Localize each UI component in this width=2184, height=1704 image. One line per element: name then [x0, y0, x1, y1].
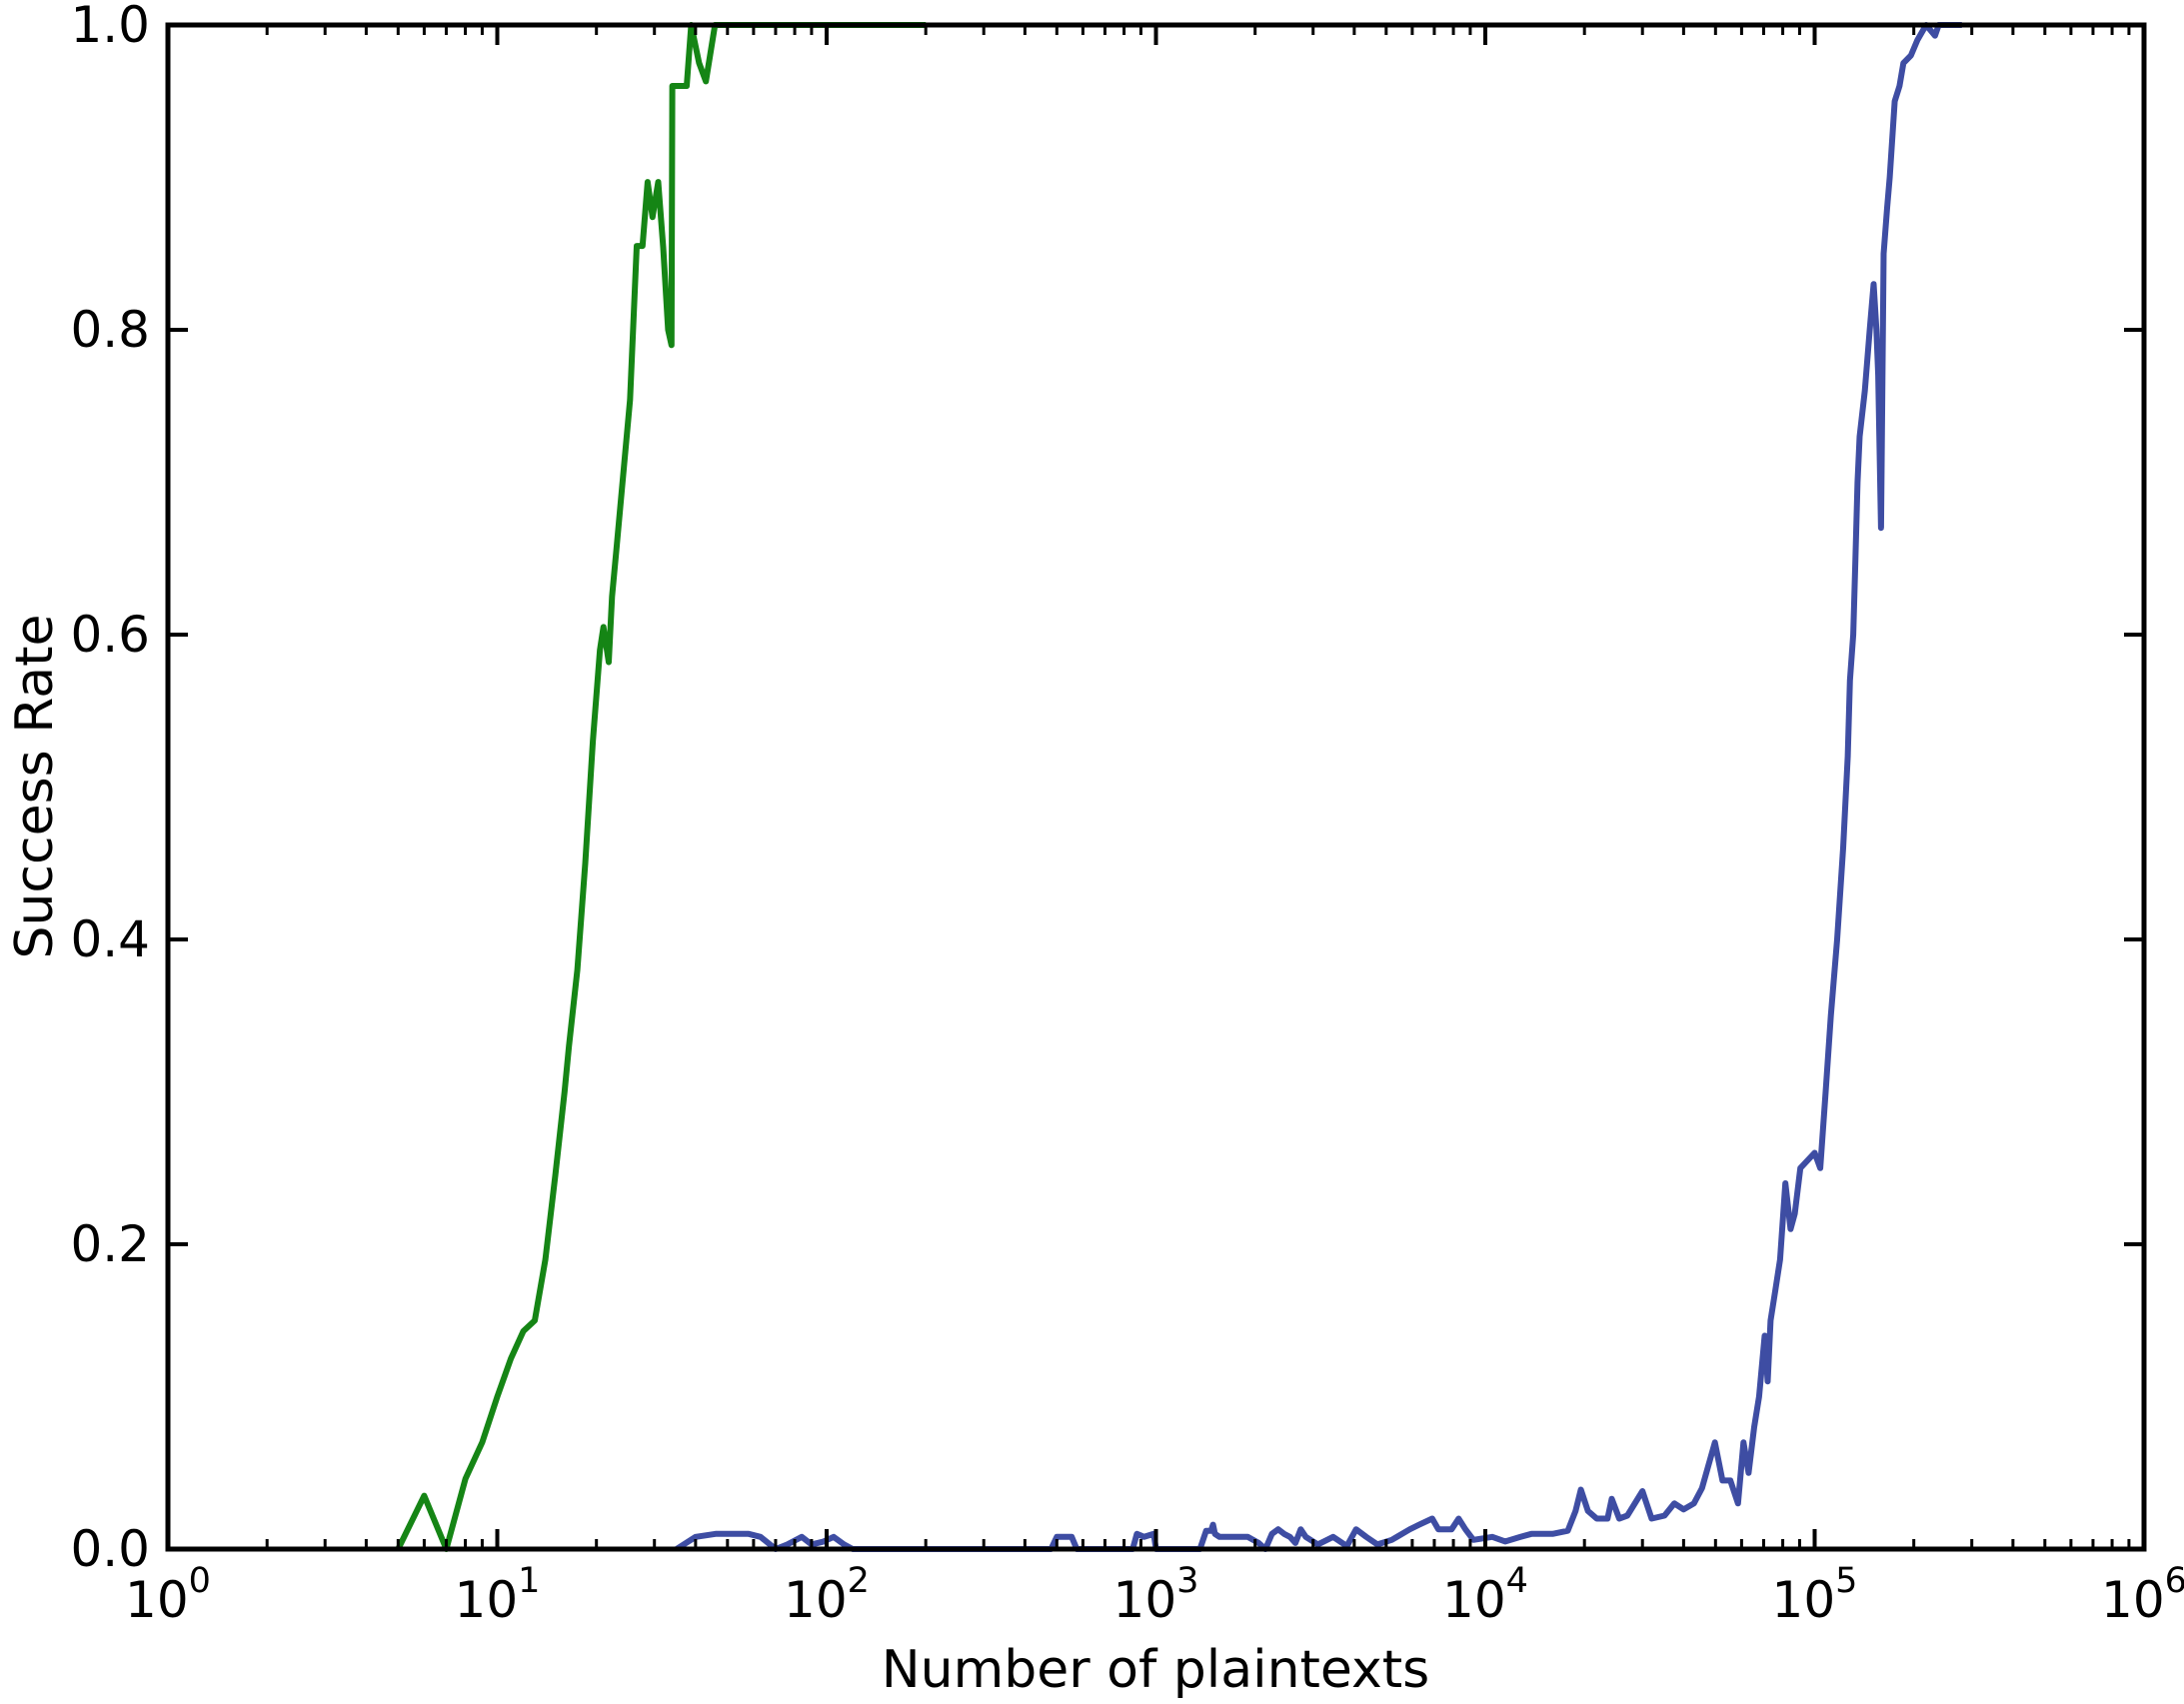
- x-axis-label: Number of plaintexts: [882, 1640, 1430, 1700]
- axes-layer: [165, 22, 2147, 1552]
- y-tick-label: 0.6: [70, 606, 150, 664]
- series-chosen-plaintexts-curve: [395, 22, 927, 1552]
- x-tick-label: 105: [1772, 1561, 1858, 1629]
- x-tick-label: 102: [784, 1561, 870, 1629]
- tick-labels-layer: 0.0 0.2 0.4 0.6 0.8 1.0 100 101 102 103 104 105 106: [70, 0, 2184, 1629]
- x-tick-label: 103: [1113, 1561, 1199, 1629]
- series-known-plaintexts-curve: [675, 22, 1962, 1552]
- y-tick-label: 0.4: [70, 910, 150, 968]
- x-tick-label: 100: [125, 1561, 211, 1629]
- x-tick-label: 101: [455, 1561, 541, 1629]
- plot-spines: [165, 22, 2147, 1552]
- y-tick-label: 0.0: [70, 1520, 150, 1578]
- curves-layer: [395, 22, 1962, 1552]
- y-tick-label: 0.8: [70, 301, 150, 359]
- y-axis-label: Success Rate: [5, 614, 65, 958]
- y-tick-label: 0.2: [70, 1215, 150, 1273]
- y-tick-label: 1.0: [70, 0, 150, 54]
- x-tick-label: 106: [2101, 1561, 2184, 1629]
- x-tick-label: 104: [1442, 1561, 1528, 1629]
